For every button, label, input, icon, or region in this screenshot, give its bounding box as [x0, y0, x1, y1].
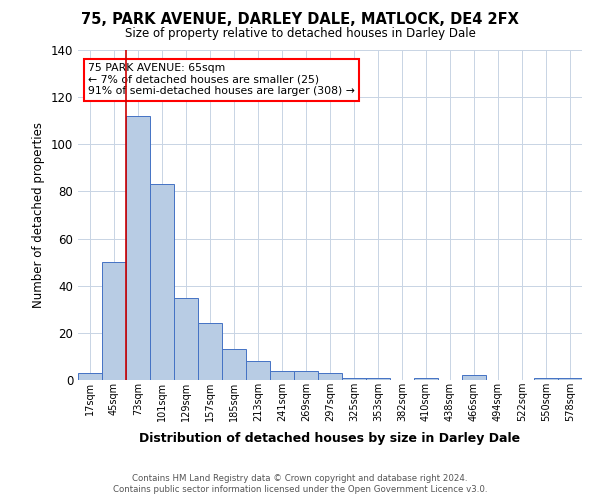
Bar — [102, 262, 126, 380]
Bar — [534, 378, 558, 380]
Text: 75, PARK AVENUE, DARLEY DALE, MATLOCK, DE4 2FX: 75, PARK AVENUE, DARLEY DALE, MATLOCK, D… — [81, 12, 519, 28]
Bar — [270, 370, 294, 380]
Bar — [174, 298, 198, 380]
Bar — [222, 350, 246, 380]
Bar — [126, 116, 150, 380]
Text: Contains HM Land Registry data © Crown copyright and database right 2024.
Contai: Contains HM Land Registry data © Crown c… — [113, 474, 487, 494]
Bar — [294, 370, 318, 380]
Bar — [462, 376, 486, 380]
Bar — [342, 378, 366, 380]
Bar — [414, 378, 438, 380]
Bar — [366, 378, 390, 380]
Text: Size of property relative to detached houses in Darley Dale: Size of property relative to detached ho… — [125, 28, 475, 40]
Bar — [78, 373, 102, 380]
X-axis label: Distribution of detached houses by size in Darley Dale: Distribution of detached houses by size … — [139, 432, 521, 445]
Bar — [198, 324, 222, 380]
Bar — [150, 184, 174, 380]
Bar — [318, 373, 342, 380]
Bar — [558, 378, 582, 380]
Bar — [246, 361, 270, 380]
Text: 75 PARK AVENUE: 65sqm
← 7% of detached houses are smaller (25)
91% of semi-detac: 75 PARK AVENUE: 65sqm ← 7% of detached h… — [88, 63, 355, 96]
Y-axis label: Number of detached properties: Number of detached properties — [32, 122, 45, 308]
